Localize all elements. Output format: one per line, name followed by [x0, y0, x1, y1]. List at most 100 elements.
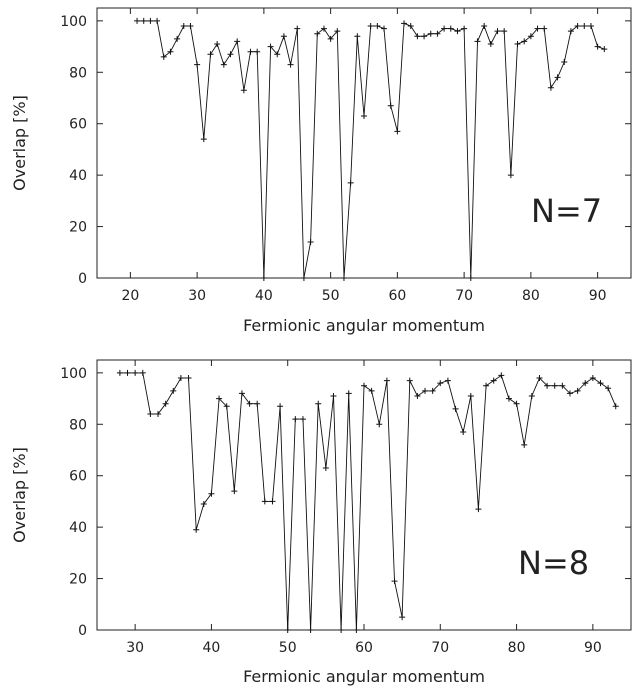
data-point-marker — [208, 490, 215, 497]
data-point-marker — [460, 429, 467, 435]
data-point-marker — [374, 23, 381, 29]
data-point-marker — [441, 25, 448, 32]
data-point-marker — [594, 43, 601, 50]
data-point-marker — [582, 380, 589, 387]
x-tick-label: 40 — [203, 640, 221, 656]
y-axis-label: Overlap [%] — [10, 95, 29, 191]
data-point-marker — [407, 23, 414, 29]
data-point-marker — [361, 382, 367, 389]
data-point-marker — [487, 41, 494, 47]
data-point-marker — [247, 48, 254, 55]
data-point-marker — [514, 41, 521, 47]
y-tick-label: 60 — [69, 469, 87, 485]
x-tick-label: 90 — [584, 640, 602, 656]
data-point-marker — [314, 30, 321, 37]
x-tick-label: 30 — [126, 640, 144, 656]
data-point-marker — [194, 61, 201, 68]
data-point-marker — [294, 25, 301, 32]
data-point-marker — [220, 61, 227, 68]
y-tick-label: 80 — [69, 65, 87, 81]
data-point-marker — [261, 498, 268, 505]
data-point-marker — [447, 25, 454, 32]
y-tick-label: 40 — [69, 168, 87, 184]
x-tick-label: 20 — [121, 288, 139, 304]
data-point-marker — [124, 369, 131, 376]
data-point-marker — [330, 393, 337, 399]
y-tick-label: 100 — [60, 366, 87, 382]
data-point-marker — [554, 74, 561, 81]
data-point-marker — [461, 25, 468, 32]
data-point-marker — [467, 275, 474, 281]
data-point-marker — [280, 33, 287, 40]
data-point-marker — [601, 46, 608, 53]
data-point-marker — [246, 400, 253, 407]
data-point-marker — [574, 23, 581, 29]
data-point-marker — [227, 51, 234, 58]
x-axis-label: Fermionic angular momentum — [243, 316, 485, 335]
data-point-marker — [597, 380, 604, 387]
data-point-marker — [589, 375, 596, 381]
data-point-marker — [566, 390, 573, 397]
data-point-marker — [541, 25, 548, 32]
data-point-marker — [434, 30, 441, 37]
data-point-marker — [307, 239, 314, 245]
data-point-marker — [422, 387, 429, 394]
data-point-marker — [254, 400, 261, 407]
data-point-marker — [574, 387, 581, 394]
data-point-marker — [170, 387, 177, 394]
data-point-marker — [527, 33, 534, 40]
data-point-marker — [154, 17, 161, 24]
x-tick-label: 80 — [522, 288, 540, 304]
data-point-marker — [284, 627, 291, 633]
data-point-marker — [559, 382, 566, 389]
data-point-marker — [320, 25, 327, 32]
data-point-marker — [521, 441, 528, 448]
data-point-marker — [240, 87, 247, 94]
data-point-marker — [155, 411, 162, 417]
data-point-marker — [387, 102, 394, 109]
data-point-marker — [300, 275, 307, 281]
x-tick-label: 70 — [431, 640, 449, 656]
data-point-marker — [274, 51, 281, 58]
data-point-marker — [223, 403, 230, 410]
axes: 20 30 40 50 60 70 80 90 0 20 40 60 80 100 — [60, 8, 631, 304]
data-point-marker — [444, 377, 451, 384]
y-tick-label: 20 — [69, 220, 87, 236]
panel-annotation: N=8 — [518, 544, 589, 582]
data-point-marker — [267, 43, 274, 50]
x-tick-label: 90 — [589, 288, 607, 304]
data-point-marker — [234, 38, 241, 45]
plot-frame — [96, 7, 632, 279]
data-point-marker — [394, 128, 401, 135]
data-point-marker — [231, 488, 238, 495]
data-point-marker — [277, 403, 284, 410]
data-point-marker — [269, 498, 276, 505]
data-point-marker — [612, 403, 619, 410]
data-point-marker — [381, 25, 388, 32]
x-axis-label: Fermionic angular momentum — [243, 667, 485, 686]
data-point-marker — [315, 400, 322, 407]
data-point-marker — [399, 614, 406, 621]
data-point-marker — [437, 380, 444, 387]
data-point-marker — [427, 30, 434, 37]
y-tick-label: 0 — [78, 623, 87, 639]
x-tick-label: 50 — [322, 288, 340, 304]
data-point-marker — [260, 275, 267, 281]
data-point-marker — [429, 387, 436, 394]
x-tick-label: 40 — [255, 288, 273, 304]
data-point-marker — [452, 405, 459, 412]
data-point-marker — [347, 179, 354, 186]
data-point-marker — [180, 23, 187, 29]
data-point-marker — [561, 59, 568, 65]
data-point-marker — [534, 25, 541, 32]
data-point-marker — [391, 578, 398, 585]
data-point-marker — [401, 20, 408, 27]
data-point-marker — [292, 416, 299, 423]
data-point-marker — [361, 113, 367, 119]
data-point-marker — [193, 526, 200, 533]
data-point-marker — [200, 136, 207, 143]
data-point-marker — [383, 377, 390, 384]
data-point-marker — [494, 28, 501, 35]
data-point-marker — [414, 33, 421, 40]
data-point-marker — [513, 400, 520, 407]
